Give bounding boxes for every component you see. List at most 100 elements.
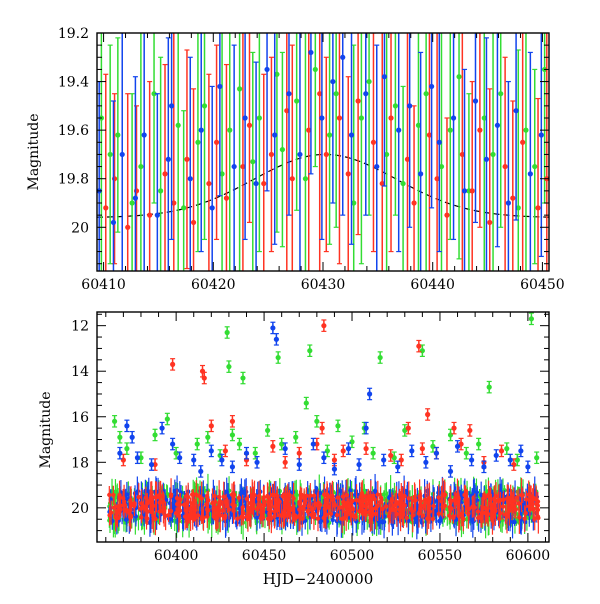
band-point-red	[507, 508, 512, 514]
data-point-blue	[270, 325, 276, 331]
band-point-red	[402, 503, 407, 508]
band-point-red	[328, 511, 334, 517]
data-point-red	[213, 139, 220, 145]
band-point-red	[334, 512, 340, 518]
band-point-red	[335, 495, 340, 500]
band-point-blue	[338, 488, 343, 494]
bottom-y-axis-label: Magnitude	[38, 391, 54, 468]
bottom-y-tick-label: 12	[71, 319, 89, 335]
data-point-red	[201, 375, 207, 381]
bottom-x-tick-label: 60450	[242, 548, 287, 564]
bottom-y-tick-label: 20	[71, 501, 89, 517]
data-point-red	[370, 139, 377, 145]
data-point-green	[205, 434, 211, 440]
data-point-red	[103, 205, 109, 211]
band-point-red	[151, 513, 156, 519]
data-point-blue	[436, 139, 442, 145]
data-point-blue	[208, 448, 214, 454]
band-point-red	[456, 496, 461, 501]
band-point-red	[478, 515, 483, 521]
band-point-red	[436, 511, 442, 516]
band-point-red	[291, 496, 296, 501]
data-point-red	[459, 151, 465, 158]
data-point-blue	[198, 127, 204, 133]
data-point-blue	[381, 457, 387, 463]
data-point-red	[206, 180, 212, 187]
data-point-green	[236, 441, 243, 447]
top-x-tick-label: 60450	[520, 277, 565, 293]
band-point-red	[168, 492, 174, 497]
band-point-red	[210, 500, 215, 506]
data-point-blue	[198, 468, 204, 475]
data-point-blue	[272, 132, 278, 138]
bottom-y-tick-label: 18	[71, 455, 89, 471]
data-point-red	[125, 224, 131, 230]
data-point-green	[400, 180, 406, 187]
data-point-green	[274, 71, 280, 77]
data-point-blue	[264, 66, 270, 73]
data-point-blue	[363, 91, 369, 97]
data-point-blue	[242, 115, 248, 121]
band-point-red	[265, 516, 271, 522]
data-point-red	[498, 448, 505, 454]
band-point-green	[294, 492, 299, 497]
data-point-green	[430, 443, 436, 449]
data-point-red	[411, 200, 417, 206]
data-point-green	[384, 151, 390, 158]
data-point-blue	[170, 441, 176, 447]
data-point-green	[528, 316, 535, 322]
data-point-red	[345, 171, 351, 177]
data-point-blue	[243, 450, 250, 456]
band-point-red	[328, 494, 333, 499]
data-point-green	[333, 91, 339, 97]
data-point-blue	[124, 423, 130, 429]
top-x-tick-label: 60420	[191, 277, 236, 293]
data-point-red	[388, 452, 394, 459]
band-point-red	[173, 511, 179, 516]
data-point-green	[515, 205, 521, 211]
bottom-frame	[96, 311, 550, 543]
data-point-blue	[254, 459, 260, 465]
bottom-x-tick-label: 60500	[330, 548, 375, 564]
band-point-blue	[348, 488, 353, 493]
data-point-green	[351, 200, 357, 206]
band-point-red	[153, 516, 158, 522]
data-point-blue	[374, 163, 380, 170]
data-point-blue	[148, 461, 155, 468]
data-point-red	[388, 115, 394, 121]
band-point-red	[261, 496, 266, 501]
bottom-x-tick-label: 60550	[418, 548, 463, 564]
band-point-red	[128, 498, 133, 503]
data-point-green	[534, 455, 540, 461]
band-point-red	[380, 506, 385, 511]
band-point-red	[372, 497, 377, 502]
data-point-green	[358, 115, 364, 121]
band-point-red	[418, 506, 423, 511]
data-point-blue	[472, 98, 479, 104]
data-point-green	[392, 103, 399, 109]
band-point-red	[283, 500, 288, 506]
data-point-red	[477, 127, 483, 133]
band-point-red	[310, 506, 315, 511]
data-point-red	[405, 425, 411, 431]
band-point-red	[531, 495, 536, 501]
data-point-green	[314, 418, 320, 424]
data-point-red	[487, 219, 493, 226]
band-point-red	[223, 500, 229, 505]
data-point-green	[419, 348, 425, 354]
data-point-blue	[141, 132, 147, 138]
data-point-green	[252, 450, 258, 456]
band-point-blue	[330, 517, 335, 523]
data-point-blue	[454, 443, 461, 449]
band-point-red	[199, 496, 204, 501]
data-point-red	[323, 151, 329, 158]
bottom-x-tick-label: 60400	[154, 548, 199, 564]
data-point-green	[229, 432, 236, 438]
band-point-red	[311, 514, 317, 520]
data-point-red	[184, 156, 190, 162]
data-point-red	[336, 115, 343, 121]
band-point-red	[287, 507, 293, 513]
data-point-red	[270, 443, 276, 449]
band-point-red	[351, 513, 356, 519]
